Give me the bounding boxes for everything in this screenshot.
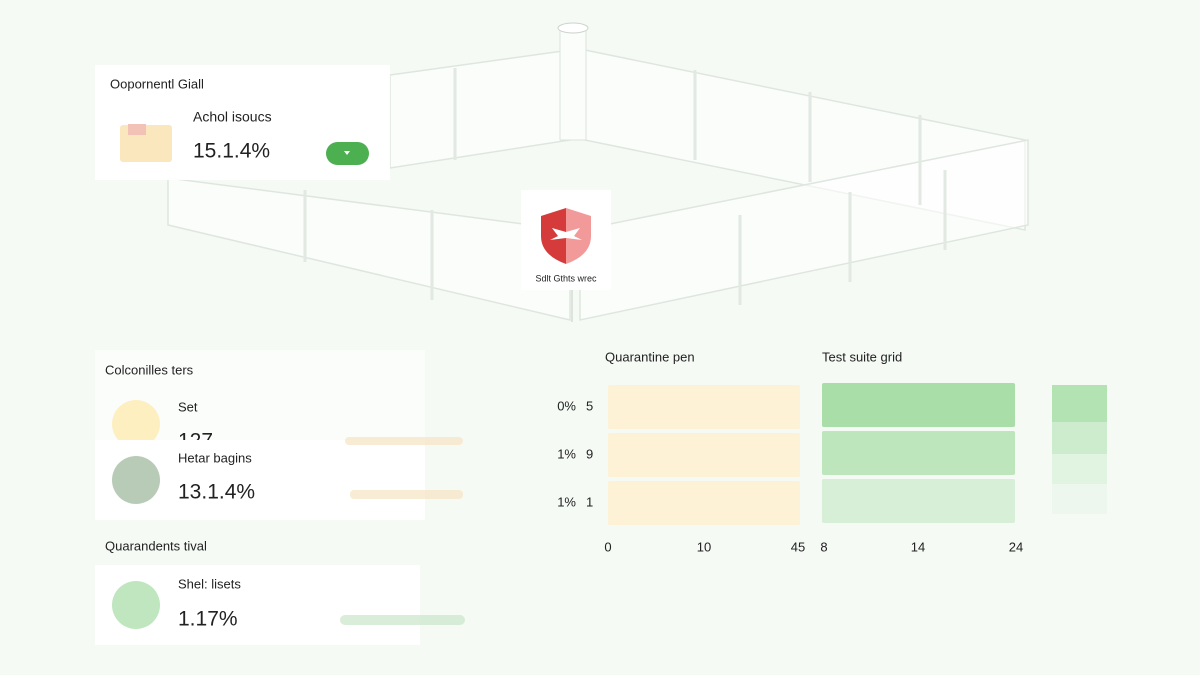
chart-rows: 0% 5 1% 9 1% 1 — [557, 385, 800, 525]
shield-emblem — [550, 228, 582, 240]
swatch — [1052, 385, 1107, 422]
grid-bar — [822, 479, 1015, 523]
shield-left — [541, 208, 566, 264]
x-tick-label: 8 — [820, 539, 827, 554]
chart-title: Quarantine pen — [605, 349, 695, 364]
item-label: Set — [178, 399, 198, 414]
card-title: Oopornentl Giall — [110, 76, 204, 91]
smudge — [350, 490, 463, 499]
card-icon-tab — [128, 124, 146, 135]
swatch — [1052, 422, 1107, 454]
row-count: 9 — [586, 446, 593, 461]
swatch — [1052, 484, 1107, 514]
item-icon — [112, 400, 160, 448]
chart-title: Test suite grid — [822, 349, 902, 364]
panel-title: Colconilles ters — [105, 362, 194, 377]
section-title: Quarandents tival — [105, 538, 207, 553]
grid-bar — [822, 383, 1015, 427]
row-percent: 0% — [557, 398, 576, 413]
chart-ticks: 0 10 45 8 14 24 — [604, 539, 1023, 554]
x-tick-label: 0 — [604, 539, 611, 554]
item-icon — [112, 456, 160, 504]
swatch — [1052, 454, 1107, 484]
pillar-top — [557, 22, 589, 34]
fence-illustration — [167, 22, 1029, 321]
smudge — [340, 615, 465, 625]
x-tick-label: 14 — [911, 539, 925, 554]
row-percent: 1% — [557, 446, 576, 461]
pen-bar — [608, 433, 800, 477]
card-value: 15.1.4% — [193, 140, 270, 163]
x-tick-label: 45 — [791, 539, 805, 554]
x-tick-label: 10 — [697, 539, 711, 554]
row-percent: 1% — [557, 494, 576, 509]
pillar — [559, 27, 587, 141]
pen-bar — [608, 481, 800, 525]
item-value: 1.17% — [178, 608, 238, 631]
x-tick-label: 24 — [1009, 539, 1023, 554]
pen-bar — [608, 385, 800, 429]
card-label: Achol isoucs — [193, 109, 272, 125]
smudge — [345, 437, 463, 445]
dropdown-arrow — [344, 151, 350, 155]
row-count: 1 — [586, 494, 593, 509]
row-count: 5 — [586, 398, 593, 413]
item-label: Shel: lisets — [178, 576, 241, 591]
item-icon — [112, 581, 160, 629]
fence-panel — [167, 177, 571, 321]
grid-bar — [822, 431, 1015, 475]
item-value: 13.1.4% — [178, 481, 255, 504]
item-label: Hetar bagins — [178, 450, 252, 465]
badge-label: Sdlt Gthts wrec — [535, 273, 597, 283]
shield-right — [566, 208, 591, 264]
